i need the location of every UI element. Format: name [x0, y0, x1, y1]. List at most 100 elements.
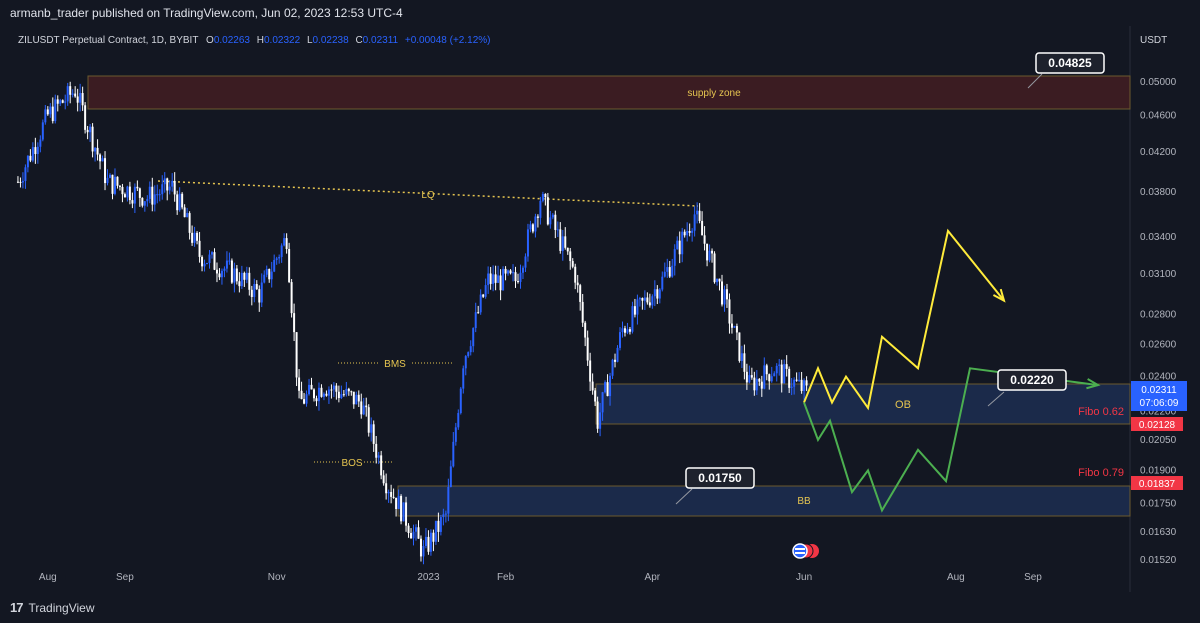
candle-body	[250, 289, 253, 297]
candle-body	[643, 297, 646, 301]
candle-body	[136, 186, 139, 189]
callout-04825[interactable]: 0.04825	[1027, 52, 1105, 89]
candle-body	[300, 390, 303, 400]
candle-body	[594, 390, 597, 402]
candle-body	[240, 272, 243, 287]
callout-01750[interactable]: 0.01750	[675, 467, 755, 505]
candle-body	[591, 381, 594, 391]
candle-body	[377, 455, 380, 458]
currency-label: USDT	[1140, 35, 1167, 46]
candle-body	[265, 268, 268, 275]
candle-body	[561, 236, 564, 251]
candle-body	[76, 96, 79, 103]
candle-body	[611, 359, 614, 376]
candle-body	[183, 207, 186, 218]
candle-body	[395, 497, 398, 509]
price-axis[interactable]: 0.05000 0.04600 0.04200 0.03800 0.03400 0.031…	[1140, 77, 1177, 566]
candle-body	[362, 405, 365, 415]
price-chart[interactable]: supply zone OB BB LQ BMS BOS Fibo 0.62 F…	[0, 26, 1200, 592]
candle-body	[201, 256, 204, 267]
candle-body	[733, 326, 736, 328]
y-tick-label: 0.01520	[1140, 555, 1177, 566]
candle-body	[340, 394, 343, 398]
candle-body	[502, 268, 505, 291]
candle-body	[270, 271, 273, 280]
candle-body	[566, 247, 569, 252]
candle-body	[546, 197, 549, 225]
candle-body	[790, 386, 793, 388]
supply-zone[interactable]	[87, 75, 1131, 110]
candle-body	[536, 216, 539, 218]
candle-body	[768, 374, 771, 382]
candle-body	[215, 269, 218, 274]
green-projection-path[interactable]	[803, 367, 1099, 513]
candle-body	[676, 240, 679, 250]
legend-h-label: H	[257, 35, 264, 46]
candle-body	[367, 407, 370, 433]
lq-line[interactable]	[157, 180, 699, 207]
candle-body	[735, 326, 738, 333]
candle-body	[310, 384, 313, 390]
candle-body	[725, 289, 728, 300]
candles-group	[16, 81, 808, 565]
events-icon[interactable]	[792, 543, 819, 559]
candle-body	[519, 272, 522, 282]
candle-body	[133, 186, 136, 204]
candle-body	[775, 365, 778, 374]
candle-body	[606, 382, 609, 397]
candle-body	[320, 387, 323, 397]
candle-body	[711, 250, 714, 254]
x-tick-label: Aug	[39, 572, 57, 583]
legend-c: 0.02311	[363, 35, 399, 46]
legend-text: ZILUSDT Perpetual Contract, 1D, BYBIT O0…	[18, 35, 490, 46]
candle-body	[410, 533, 413, 539]
candle-body	[345, 388, 348, 395]
tradingview-logo[interactable]: 17 TradingView	[10, 600, 95, 615]
candle-body	[173, 180, 176, 195]
candle-body	[206, 263, 209, 265]
x-tick-label: Nov	[268, 572, 286, 583]
candle-body	[84, 105, 87, 130]
bb-zone[interactable]	[397, 485, 1131, 517]
candle-body	[459, 388, 462, 414]
candle-body	[482, 294, 485, 297]
x-tick-label: Sep	[116, 572, 134, 583]
candle-body	[576, 282, 579, 286]
candle-body	[51, 106, 54, 122]
candle-body	[327, 389, 330, 396]
y-tick-label: 0.04600	[1140, 110, 1177, 121]
candle-body	[128, 186, 131, 201]
candle-body	[469, 346, 472, 353]
chart-area[interactable]: supply zone OB BB LQ BMS BOS Fibo 0.62 F…	[0, 26, 1200, 592]
candle-body	[99, 154, 102, 162]
candle-body	[74, 93, 77, 97]
candle-body	[176, 194, 179, 211]
candle-body	[230, 260, 233, 283]
candle-body	[479, 294, 482, 313]
candle-body	[280, 245, 283, 257]
candle-body	[260, 282, 263, 303]
time-axis[interactable]: Aug Sep Nov 2023 Feb Apr Jun Aug Sep	[39, 572, 1042, 583]
yellow-projection-path[interactable]	[803, 228, 1005, 411]
candle-body	[21, 180, 24, 183]
candle-body	[94, 147, 97, 152]
candle-body	[551, 214, 554, 218]
candle-body	[19, 181, 22, 183]
candle-body	[385, 483, 388, 494]
candle-body	[263, 274, 266, 283]
callout-02220-text: 0.02220	[1010, 373, 1054, 387]
candle-body	[54, 99, 57, 122]
symbol-legend: ZILUSDT Perpetual Contract, 1D, BYBIT O0…	[18, 35, 490, 46]
candle-body	[653, 289, 656, 297]
candle-body	[146, 198, 149, 202]
candle-body	[313, 389, 315, 399]
candle-body	[66, 86, 69, 102]
fibo-062-price: 0.02128	[1139, 420, 1176, 431]
candle-body	[255, 283, 258, 290]
candle-body	[636, 299, 639, 315]
candle-body	[405, 502, 408, 526]
candle-body	[646, 297, 649, 303]
callout-02220[interactable]: 0.02220	[987, 369, 1067, 407]
candle-body	[760, 381, 763, 389]
candle-body	[780, 364, 783, 384]
